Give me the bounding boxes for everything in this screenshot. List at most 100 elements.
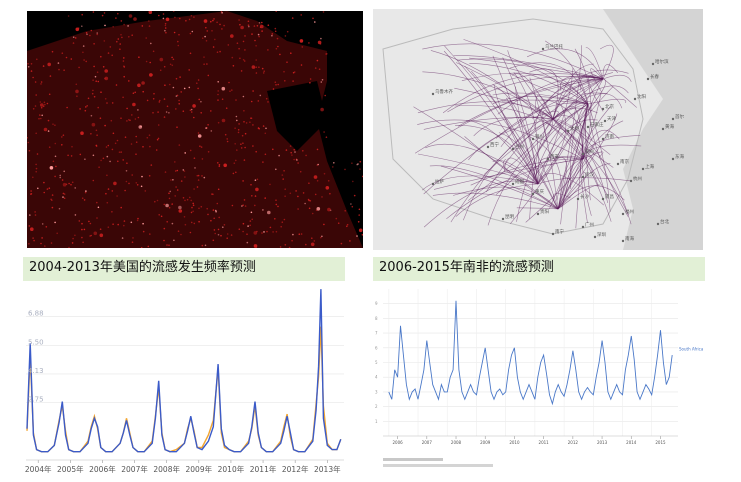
city-light xyxy=(163,65,166,68)
city-light xyxy=(165,17,170,22)
city-light xyxy=(135,141,138,143)
city-light xyxy=(63,170,65,173)
city-light xyxy=(171,222,174,225)
flight-route xyxy=(468,118,554,161)
city-light xyxy=(230,234,233,236)
city-light xyxy=(307,198,310,201)
city-light xyxy=(68,182,70,185)
city-light xyxy=(325,136,328,138)
city-light xyxy=(267,210,271,215)
city-light xyxy=(123,75,125,78)
city-light xyxy=(27,137,28,139)
city-light xyxy=(63,193,66,195)
city-light xyxy=(205,40,208,42)
city-light xyxy=(254,39,256,42)
city-light xyxy=(59,174,61,177)
city-light xyxy=(27,63,29,65)
city-light xyxy=(251,65,256,69)
city-light xyxy=(59,176,61,179)
city-light xyxy=(316,207,321,211)
city-light xyxy=(238,123,240,125)
city-light xyxy=(362,175,363,178)
city-light xyxy=(197,174,200,177)
city-label: 台北 xyxy=(660,218,669,225)
city-light xyxy=(91,122,96,127)
city-light xyxy=(239,57,241,60)
city-light xyxy=(236,149,238,151)
city-light xyxy=(300,64,303,66)
city-light xyxy=(152,98,155,100)
city-light xyxy=(74,37,77,39)
city-label: 济南 xyxy=(605,133,614,140)
city-light xyxy=(281,221,284,223)
city-light xyxy=(61,136,63,138)
city-light xyxy=(304,202,306,205)
city-light xyxy=(234,127,236,129)
flight-route xyxy=(455,183,539,217)
city-light xyxy=(54,175,56,178)
city-light xyxy=(249,224,251,227)
city-light xyxy=(169,83,171,86)
city-marker xyxy=(646,77,650,81)
city-light xyxy=(40,103,44,107)
land-glow xyxy=(27,11,363,248)
city-light xyxy=(30,227,34,231)
city-light xyxy=(168,112,170,114)
city-light xyxy=(34,81,37,83)
city-light xyxy=(75,83,78,86)
city-light xyxy=(70,183,72,186)
city-light xyxy=(238,47,240,50)
city-label: 东海 xyxy=(675,153,684,160)
city-light xyxy=(178,209,183,213)
city-light xyxy=(79,108,81,110)
city-light xyxy=(292,71,295,74)
city-light xyxy=(39,114,41,116)
flight-route xyxy=(599,44,614,80)
city-light xyxy=(117,223,119,226)
city-light xyxy=(112,132,115,135)
city-light xyxy=(198,207,200,210)
city-light xyxy=(93,65,95,68)
city-light xyxy=(123,224,125,227)
city-light xyxy=(149,233,151,235)
city-light xyxy=(279,246,282,248)
city-light xyxy=(38,117,40,120)
city-light xyxy=(44,245,46,247)
city-light xyxy=(172,86,175,89)
city-light xyxy=(141,175,143,178)
city-light xyxy=(30,193,32,195)
city-light xyxy=(254,204,256,207)
city-light xyxy=(206,30,209,32)
city-light xyxy=(201,37,204,39)
city-light xyxy=(192,104,196,108)
y-tick-label: 4.13 xyxy=(28,367,44,375)
y-tick-label: 3 xyxy=(375,389,378,394)
city-marker xyxy=(581,152,585,156)
city-light xyxy=(215,209,217,212)
flight-route xyxy=(502,158,539,185)
city-light xyxy=(172,11,175,12)
city-light xyxy=(361,234,363,236)
city-light xyxy=(358,228,363,233)
city-light xyxy=(32,176,34,179)
city-light xyxy=(138,125,143,129)
city-light xyxy=(81,222,83,225)
city-light xyxy=(49,166,54,170)
city-light xyxy=(257,33,260,36)
city-light xyxy=(285,149,288,151)
city-label: 太原 xyxy=(570,125,579,132)
city-light xyxy=(89,222,92,225)
city-light xyxy=(350,203,352,205)
city-light xyxy=(142,90,144,93)
city-light xyxy=(166,244,168,246)
flight-route xyxy=(537,173,605,206)
city-light xyxy=(35,163,37,166)
city-light xyxy=(211,193,213,195)
city-light xyxy=(81,25,83,27)
city-light xyxy=(145,37,147,39)
y-tick-label: 5 xyxy=(375,360,378,365)
flight-route xyxy=(525,158,584,223)
city-light xyxy=(62,134,65,136)
city-marker xyxy=(546,157,550,161)
